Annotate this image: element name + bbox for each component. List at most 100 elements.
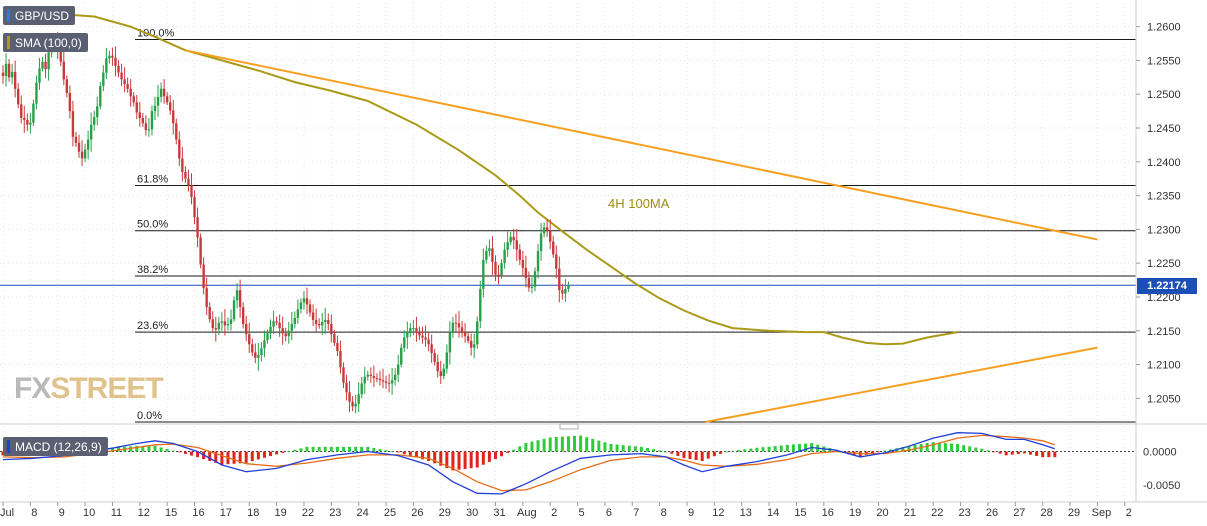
macd-histogram-bar <box>797 444 801 452</box>
candle-body <box>418 332 421 336</box>
candle-body <box>74 136 78 143</box>
candle-body <box>485 251 488 260</box>
candle-body <box>105 58 108 73</box>
macd-histogram-bar <box>469 451 473 469</box>
fib-label: 50.0% <box>137 219 168 231</box>
candle-body <box>366 374 369 377</box>
x-tick-label: Jul <box>0 507 14 519</box>
candle-body <box>482 259 485 289</box>
macd-histogram-bar <box>457 451 461 470</box>
macd-histogram-bar <box>943 443 947 452</box>
macd-histogram-bar <box>907 445 911 452</box>
candle-body <box>433 353 436 362</box>
candle-body <box>1 72 5 76</box>
macd-histogram-bar <box>1035 451 1039 456</box>
candle-body <box>93 117 96 125</box>
candle-body <box>558 268 561 291</box>
candle-body <box>23 117 26 120</box>
macd-histogram-bar <box>232 451 236 464</box>
candle-body <box>439 371 442 377</box>
x-tick-label: 15 <box>165 507 177 519</box>
candle-body <box>96 106 99 118</box>
x-tick-label: 17 <box>220 507 232 519</box>
macd-histogram-bar <box>542 438 546 452</box>
candle-body <box>26 119 29 125</box>
x-tick-label: 21 <box>904 507 916 519</box>
macd-histogram-bar <box>433 451 437 464</box>
macd-histogram-bar <box>141 445 145 452</box>
candle-body <box>269 326 272 334</box>
candle-body <box>111 55 114 58</box>
fxstreet-logo: FXSTREET <box>14 372 164 405</box>
macd-histogram-bar <box>262 451 266 458</box>
macd-histogram-bar <box>183 451 187 454</box>
macd-histogram-bar <box>348 446 352 452</box>
macd-histogram-bar <box>737 450 741 452</box>
candle-body <box>89 124 93 140</box>
macd-histogram-bar <box>414 451 418 458</box>
candle-body <box>509 236 512 243</box>
macd-histogram-bar <box>1041 451 1045 458</box>
candle-body <box>123 79 126 85</box>
candle-body <box>503 249 506 264</box>
macd-histogram-bar <box>500 451 504 457</box>
candle-body <box>214 328 217 330</box>
x-tick-label: 29 <box>439 507 451 519</box>
macd-histogram-bar <box>761 447 765 452</box>
y-tick-label: 1.2400 <box>1147 157 1181 169</box>
macd-histogram-bar <box>573 435 577 452</box>
candle-body <box>336 342 339 352</box>
current-price-badge: 1.22174 <box>1137 278 1197 294</box>
candle-body <box>497 274 500 276</box>
macd-histogram-bar <box>208 451 212 461</box>
macd-histogram-bar <box>931 442 935 452</box>
candle-body <box>153 105 157 112</box>
candle-body <box>415 328 418 333</box>
candle-body <box>77 142 81 152</box>
macd-histogram-bar <box>463 451 467 469</box>
candle-body <box>512 236 515 241</box>
macd-histogram-bar <box>986 450 990 452</box>
x-tick-label: 28 <box>1041 507 1053 519</box>
macd-histogram-bar <box>694 451 698 461</box>
candle-body <box>360 383 363 395</box>
macd-histogram-bar <box>451 451 455 471</box>
macd-histogram-bar <box>676 451 680 456</box>
candle-body <box>196 217 199 238</box>
resistance-trendline <box>185 49 1098 241</box>
macd-histogram-bar <box>718 451 722 454</box>
candle-body <box>339 351 342 368</box>
macd-histogram-bar <box>147 445 151 452</box>
candle-body <box>117 65 120 73</box>
macd-histogram-bar <box>597 440 601 452</box>
macd-histogram-bar <box>548 437 552 452</box>
macd-histogram-bar <box>998 451 1002 454</box>
fibonacci-levels: 100.0% 61.8% 50.0% 38.2% 23.6% 0.0% <box>0 27 1136 423</box>
candle-body <box>494 261 497 275</box>
macd-histogram-bar <box>664 451 668 453</box>
candle-body <box>220 321 224 323</box>
candle-body <box>302 298 306 303</box>
macd-histogram-bar <box>785 444 789 452</box>
candle-body <box>345 382 348 393</box>
macd-histogram-bar <box>311 446 315 452</box>
candle-body <box>35 82 38 104</box>
candle-body <box>86 139 90 150</box>
x-tick-label: 14 <box>767 507 779 519</box>
candle-body <box>162 88 166 97</box>
candle-body <box>238 290 242 308</box>
macd-histogram-bar <box>341 446 345 452</box>
macd-histogram-bar <box>889 449 893 452</box>
candle-body <box>290 324 293 331</box>
macd-histogram-bar <box>421 451 425 460</box>
macd-histogram-bar <box>153 445 157 452</box>
candle-body <box>138 112 141 118</box>
macd-label: MACD (12,26,9) <box>3 437 108 456</box>
candle-body <box>226 324 230 326</box>
x-tick-label: 27 <box>1013 507 1025 519</box>
candle-body <box>208 307 211 320</box>
candle-body <box>430 344 433 354</box>
macd-y-tick-label: -0.0050 <box>1143 480 1180 492</box>
candle-body <box>372 376 376 379</box>
macd-histogram-bar <box>177 451 181 453</box>
